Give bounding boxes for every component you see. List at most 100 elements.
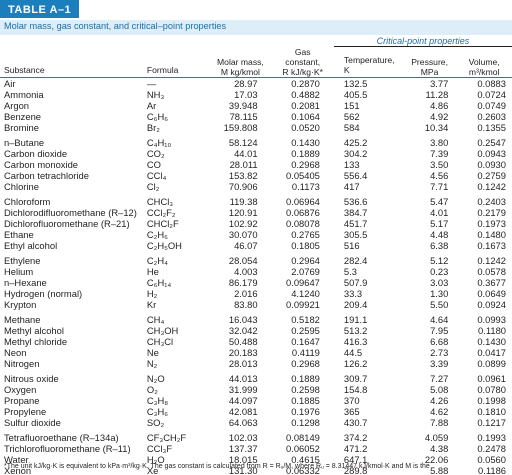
temperature-cell: 304.2 bbox=[343, 147, 368, 159]
gas-constant-cell: 0.1976 bbox=[291, 405, 320, 417]
table-row: Nitrous oxide N₂O 44.013 0.1889 309.7 7.27 0.0… bbox=[0, 373, 512, 384]
header-substance: Substance bbox=[0, 46, 147, 78]
gas-constant-cell: 0.09647 bbox=[286, 276, 320, 288]
table-row: n–Hexane C₆H₁₄ 86.179 0.09647 507.9 3.03 0.367… bbox=[0, 277, 512, 288]
formula-cell: CH₃Cl bbox=[146, 335, 174, 347]
gas-constant-cell: 2.0769 bbox=[291, 265, 320, 277]
pressure-cell: 3.03 bbox=[430, 276, 449, 288]
volume-cell: 0.0961 bbox=[477, 372, 506, 384]
pressure-cell: 5.50 bbox=[430, 298, 449, 310]
molar-mass-cell: 83.80 bbox=[234, 298, 258, 310]
formula-cell: SO₂ bbox=[146, 416, 165, 428]
table-row: Neon Ne 20.183 0.4119 44.5 2.73 0.0417 bbox=[0, 347, 512, 358]
formula-cell: CO₂ bbox=[146, 147, 165, 159]
substance-cell: Tetrafluoroethane (R–134a) bbox=[4, 431, 119, 443]
substance-cell: Ethane bbox=[4, 228, 34, 240]
gas-constant-cell: 0.08078 bbox=[286, 217, 320, 229]
temperature-cell: 471.2 bbox=[343, 442, 368, 454]
table-row: Propane C₃H₈ 44.097 0.1885 370 4.26 0.1998 bbox=[0, 395, 512, 406]
gas-constant-cell: 0.1298 bbox=[291, 416, 320, 428]
temperature-cell: 5.3 bbox=[343, 265, 357, 277]
header-formula: Formula bbox=[146, 46, 210, 78]
pressure-cell: 7.71 bbox=[430, 180, 449, 192]
pressure-cell: 4.26 bbox=[430, 394, 449, 406]
pressure-cell: 3.50 bbox=[430, 158, 449, 170]
pressure-cell: 7.95 bbox=[430, 324, 449, 336]
formula-cell: Br₂ bbox=[146, 121, 160, 133]
formula-cell: He bbox=[146, 265, 159, 277]
temperature-cell: 507.9 bbox=[343, 276, 368, 288]
gas-constant-cell: 0.05405 bbox=[286, 169, 320, 181]
temperature-cell: 305.5 bbox=[343, 228, 368, 240]
temperature-cell: 33.3 bbox=[343, 287, 363, 299]
table-row: Argon Ar 39.948 0.2081 151 4.86 0.0749 bbox=[0, 100, 512, 111]
temperature-cell: 556.4 bbox=[343, 169, 368, 181]
substance-cell: Air bbox=[4, 77, 16, 89]
volume-cell: 0.1480 bbox=[477, 228, 506, 240]
substance-cell: Bromine bbox=[4, 121, 39, 133]
formula-cell: CO bbox=[146, 158, 161, 170]
gas-constant-cell: 0.2081 bbox=[291, 99, 320, 111]
gas-constant-cell: 0.1885 bbox=[291, 394, 320, 406]
temperature-cell: 370 bbox=[343, 394, 360, 406]
volume-cell: 0.2478 bbox=[477, 442, 506, 454]
temperature-cell: 309.7 bbox=[343, 372, 368, 384]
molar-mass-cell: 42.081 bbox=[228, 405, 258, 417]
table-row: Methyl alcohol CH₃OH 32.042 0.2595 513.2 7.95… bbox=[0, 325, 512, 336]
molar-mass-cell: 18.015 bbox=[228, 453, 258, 465]
pressure-cell: 0.23 bbox=[430, 265, 449, 277]
gas-constant-cell: 0.2595 bbox=[291, 324, 320, 336]
gas-constant-cell: 0.1647 bbox=[291, 335, 320, 347]
table-row: Oxygen O₂ 31.999 0.2598 154.8 5.08 0.0780 bbox=[0, 384, 512, 395]
volume-cell: 0.3677 bbox=[477, 276, 506, 288]
molar-mass-cell: 86.179 bbox=[228, 276, 258, 288]
volume-cell: 0.0417 bbox=[477, 346, 506, 358]
temperature-cell: 154.8 bbox=[343, 383, 368, 395]
gas-constant-cell: 0.08149 bbox=[286, 431, 320, 443]
table-row: Ethane C₂H₆ 30.070 0.2765 305.5 4.48 0.1480 bbox=[0, 229, 512, 240]
temperature-cell: 282.4 bbox=[343, 254, 368, 266]
formula-cell: C₆H₆ bbox=[146, 110, 169, 122]
pressure-cell: 3.77 bbox=[430, 77, 449, 89]
formula-cell: N₂O bbox=[146, 372, 165, 384]
formula-cell: Kr bbox=[146, 298, 157, 310]
gas-constant-cell: 0.2964 bbox=[291, 254, 320, 266]
formula-cell: O₂ bbox=[146, 383, 158, 395]
molar-mass-cell: 58.124 bbox=[228, 136, 258, 148]
substance-cell: Chlorine bbox=[4, 180, 39, 192]
temperature-cell: 430.7 bbox=[343, 416, 368, 428]
volume-cell: 0.1973 bbox=[477, 217, 506, 229]
temperature-cell: 133 bbox=[343, 158, 360, 170]
formula-cell: C₂H₅OH bbox=[146, 239, 182, 251]
gas-constant-cell: 0.06964 bbox=[286, 195, 320, 207]
volume-cell: 0.0560 bbox=[477, 453, 506, 465]
temperature-cell: 126.2 bbox=[343, 357, 368, 369]
volume-cell: 0.1217 bbox=[477, 416, 506, 428]
substance-cell: Carbon tetrachloride bbox=[4, 169, 89, 181]
table-row: Dichlorodifluoromethane (R–12) CCl₂F₂ 120.… bbox=[0, 207, 512, 218]
volume-cell: 0.1186 bbox=[478, 464, 506, 475]
volume-cell: 0.0899 bbox=[477, 357, 506, 369]
substance-cell: Chloroform bbox=[4, 195, 51, 207]
volume-cell: 0.1180 bbox=[478, 324, 506, 336]
table-row: Carbon dioxide CO₂ 44.01 0.1889 304.2 7.39 0.0… bbox=[0, 148, 512, 159]
pressure-cell: 5.08 bbox=[430, 383, 449, 395]
substance-cell: Propane bbox=[4, 394, 40, 406]
table-row: Carbon tetrachloride CCl₄ 153.82 0.05405 556… bbox=[0, 170, 512, 181]
volume-cell: 0.2547 bbox=[477, 136, 506, 148]
pressure-cell: 10.34 bbox=[424, 121, 449, 133]
formula-cell: CCl₄ bbox=[146, 169, 167, 181]
gas-constant-cell: 0.0520 bbox=[291, 121, 320, 133]
molar-mass-cell: 102.03 bbox=[228, 431, 258, 443]
formula-cell: CHCl₂F bbox=[146, 217, 179, 229]
table-row: Water H₂O 18.015 0.4615 647.1 22.06 0.0560 bbox=[0, 454, 512, 465]
table-row: Xenon Xe 131.30 0.06332 289.8 5.88 0.1186 bbox=[0, 465, 512, 475]
molar-mass-cell: 16.043 bbox=[228, 313, 258, 325]
pressure-cell: 4.48 bbox=[430, 228, 449, 240]
gas-constant-cell: 0.2968 bbox=[291, 158, 320, 170]
table-row: Methyl chloride CH₃Cl 50.488 0.1647 416.3 6.6… bbox=[0, 336, 512, 347]
molar-mass-cell: 102.92 bbox=[228, 217, 258, 229]
gas-constant-cell: 0.1889 bbox=[291, 147, 320, 159]
table-row: Tetrafluoroethane (R–134a) CF₃CH₂F 102.03 0… bbox=[0, 432, 512, 443]
molar-mass-cell: 20.183 bbox=[228, 346, 258, 358]
